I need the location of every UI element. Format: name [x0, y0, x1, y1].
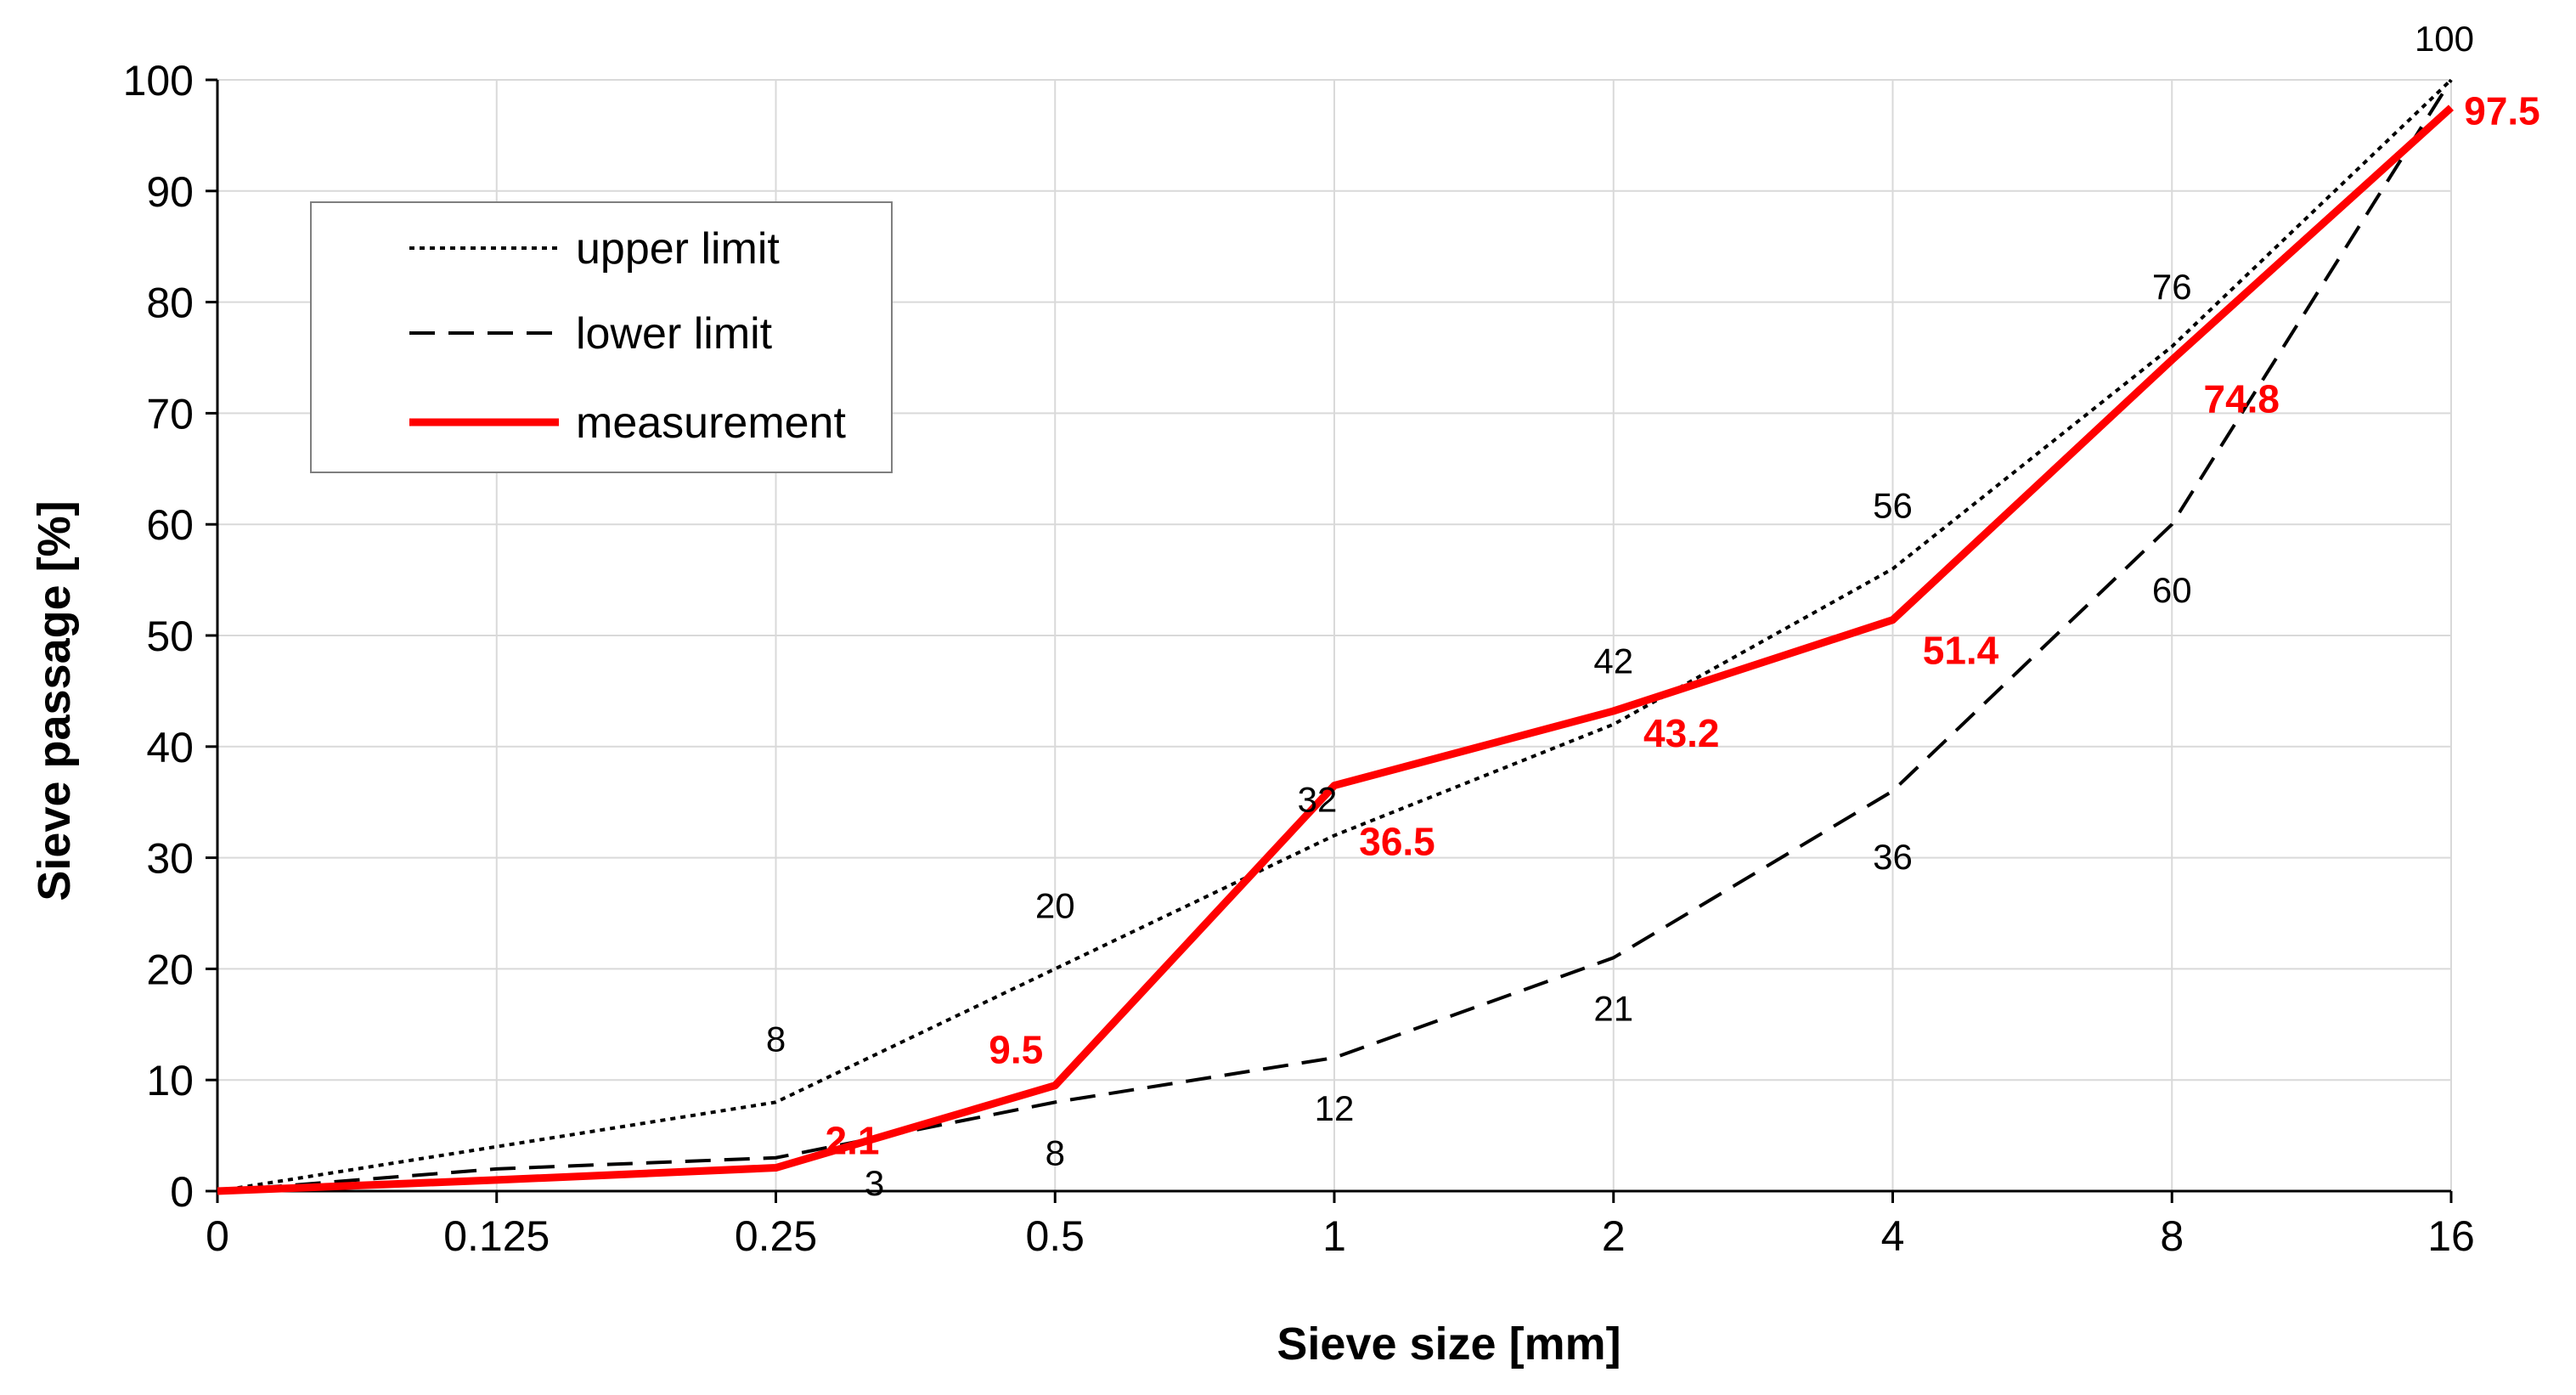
x-axis-title: Sieve size [mm]: [1277, 1319, 1621, 1370]
lower-limit-data-label: 36: [1873, 837, 1913, 877]
upper-limit-data-label: 42: [1593, 641, 1633, 681]
upper-limit-data-label: 20: [1035, 885, 1075, 925]
y-tick-label: 100: [123, 57, 194, 104]
y-tick-label: 30: [146, 835, 194, 883]
data-label-layer: 8 20 32 42 56 76 100 3 8 12 21 36 60 2.1 9.5 36.5 43.2 51…: [766, 19, 2540, 1203]
legend-lower-limit-label: lower limit: [576, 309, 773, 359]
lower-limit-data-label: 21: [1593, 988, 1633, 1028]
x-tick-label: 2: [1602, 1212, 1626, 1260]
x-tick-label: 16: [2427, 1212, 2475, 1260]
x-tick-label: 1: [1322, 1212, 1346, 1260]
measurement-data-label: 43.2: [1643, 711, 1720, 755]
upper-limit-data-label: 100: [2415, 19, 2474, 59]
legend: upper limit lower limit measurement: [310, 201, 893, 473]
y-tick-label: 60: [146, 501, 194, 549]
lower-limit-data-label: 8: [1046, 1132, 1065, 1172]
y-tick-label: 40: [146, 724, 194, 771]
legend-measurement-label: measurement: [576, 398, 846, 448]
x-tick-label: 4: [1881, 1212, 1905, 1260]
measurement-data-label: 36.5: [1359, 820, 1435, 864]
x-tick-label: 0: [206, 1212, 229, 1260]
measurement-data-label: 2.1: [826, 1119, 880, 1163]
y-axis-title: Sieve passage [%]: [29, 500, 80, 901]
y-tick-label: 80: [146, 280, 194, 327]
y-tick-label: 20: [146, 946, 194, 993]
x-tick-label: 0.125: [443, 1212, 550, 1260]
lower-limit-data-label: 12: [1315, 1088, 1355, 1128]
y-tick-label: 0: [170, 1168, 194, 1216]
lower-limit-line: [217, 78, 2453, 1193]
y-tick-label: 50: [146, 613, 194, 660]
x-tick-label: 0.5: [1025, 1212, 1085, 1260]
series-layer: [217, 78, 2455, 1195]
upper-limit-line: [217, 78, 2453, 1193]
upper-limit-data-label: 32: [1298, 779, 1338, 819]
y-tick-label: 10: [146, 1057, 194, 1104]
measurement-data-label: 9.5: [989, 1028, 1043, 1072]
measurement-line: [217, 104, 2455, 1195]
measurement-data-label: 97.5: [2464, 89, 2540, 133]
y-tick-label: 90: [146, 168, 194, 216]
y-tick-label: 70: [146, 390, 194, 438]
measurement-data-label: 51.4: [1923, 629, 1999, 673]
lower-limit-data-label: 60: [2152, 570, 2192, 610]
upper-limit-data-label: 8: [766, 1019, 786, 1059]
legend-box: [310, 201, 893, 473]
x-tick-label: 0.25: [735, 1212, 817, 1260]
upper-limit-data-label: 56: [1873, 486, 1913, 526]
legend-upper-limit-label: upper limit: [576, 224, 780, 274]
measurement-data-label: 74.8: [2203, 377, 2280, 421]
upper-limit-data-label: 76: [2152, 267, 2192, 307]
lower-limit-data-label: 3: [865, 1163, 884, 1203]
x-tick-label: 8: [2160, 1212, 2184, 1260]
